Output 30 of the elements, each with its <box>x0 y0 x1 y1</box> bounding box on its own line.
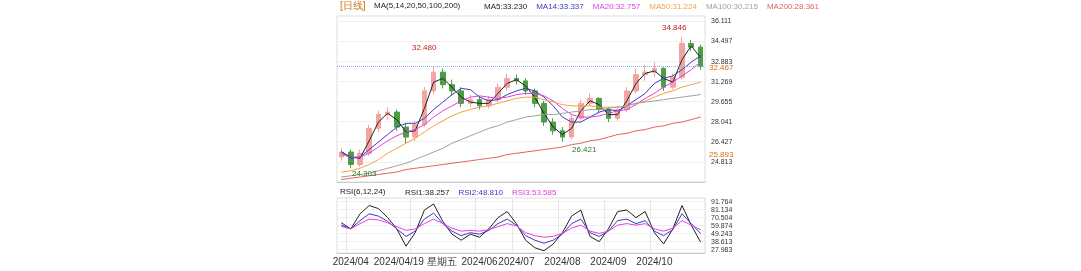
annotation: 24.303 <box>352 168 378 178</box>
line-series <box>341 116 701 180</box>
line-series <box>341 94 701 178</box>
text: RSI3:53.585 <box>511 187 557 197</box>
text: MA200:28.361 <box>766 1 820 11</box>
x-tick-label: 2024/10 <box>636 255 673 267</box>
x-tick-label: 2024/04/19 星期五 <box>373 255 457 267</box>
text: MA5:33.230 <box>484 1 528 11</box>
x-tick-label: 2024/07 <box>498 255 535 267</box>
chart-subtitle: [日线] <box>340 0 366 11</box>
x-tick-label: 2024/09 <box>590 255 627 267</box>
line-series <box>341 81 701 173</box>
text: MA100:30.215 <box>705 1 759 11</box>
line-series <box>341 212 701 244</box>
text: 25.893 <box>709 149 735 159</box>
line-series <box>341 203 701 252</box>
series-label: RSI1:38.257 <box>405 187 451 197</box>
x-tick-label: 2024/06 <box>461 255 499 267</box>
annotation: 34.846 <box>662 22 688 32</box>
legend-title: RSI(6,12,24) <box>340 186 386 196</box>
text: RSI2:48.810 <box>458 187 504 197</box>
x-tick-label: 2024/04 <box>332 255 370 267</box>
text: MA50:31.224 <box>649 1 698 11</box>
legend-title: MA(5,14,20,50,100,200) <box>374 0 461 10</box>
x-tick-label: 2024/08 <box>544 255 581 267</box>
line-series <box>341 218 701 238</box>
annotation: 32.480 <box>412 42 438 52</box>
annotation: 26.421 <box>572 144 598 154</box>
text: MA14:33.337 <box>536 1 585 11</box>
text: MA20:32.757 <box>592 1 641 11</box>
